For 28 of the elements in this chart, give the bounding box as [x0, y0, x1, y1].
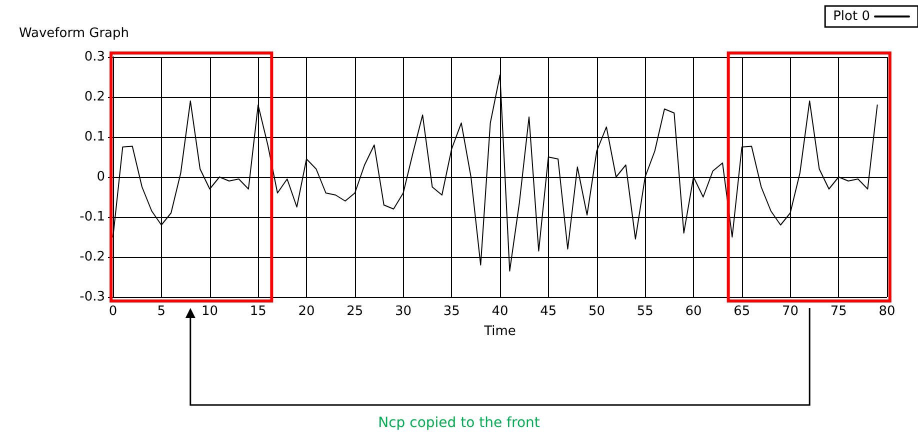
- x-tick-label: 5: [157, 304, 166, 319]
- x-tick-label: 45: [540, 304, 557, 319]
- y-tick-label: -0.1: [80, 210, 105, 224]
- x-tick-label: 0: [108, 304, 118, 319]
- x-tick-label: 80: [878, 304, 896, 319]
- y-tick-label: 0: [96, 170, 105, 184]
- x-tick-label: 65: [734, 304, 750, 319]
- x-tick-label: 75: [830, 304, 847, 319]
- x-tick-label: 30: [394, 304, 412, 319]
- x-tick-label: 10: [201, 304, 218, 319]
- y-tick-label: 0.2: [84, 90, 105, 104]
- y-tick-label: 0.3: [84, 50, 105, 64]
- y-tick-label: 0.1: [84, 130, 105, 144]
- y-tick-label: -0.2: [80, 250, 105, 264]
- x-tick-label: 70: [782, 304, 799, 319]
- legend-label: Plot 0: [833, 9, 870, 24]
- x-axis-title: Time: [483, 324, 516, 339]
- chart-title: Waveform Graph: [19, 26, 129, 41]
- x-tick-label: 50: [588, 304, 606, 319]
- x-tick-label: 25: [346, 304, 364, 319]
- x-tick-label: 35: [443, 304, 460, 319]
- x-tick-label: 40: [492, 304, 508, 319]
- x-tick-label: 55: [636, 304, 654, 319]
- x-tick-label: 20: [298, 304, 315, 319]
- text: Ncp copied to the front: [378, 415, 540, 431]
- y-tick-label: -0.3: [80, 290, 105, 304]
- x-tick-label: 60: [685, 304, 702, 319]
- x-tick-label: 15: [250, 304, 266, 319]
